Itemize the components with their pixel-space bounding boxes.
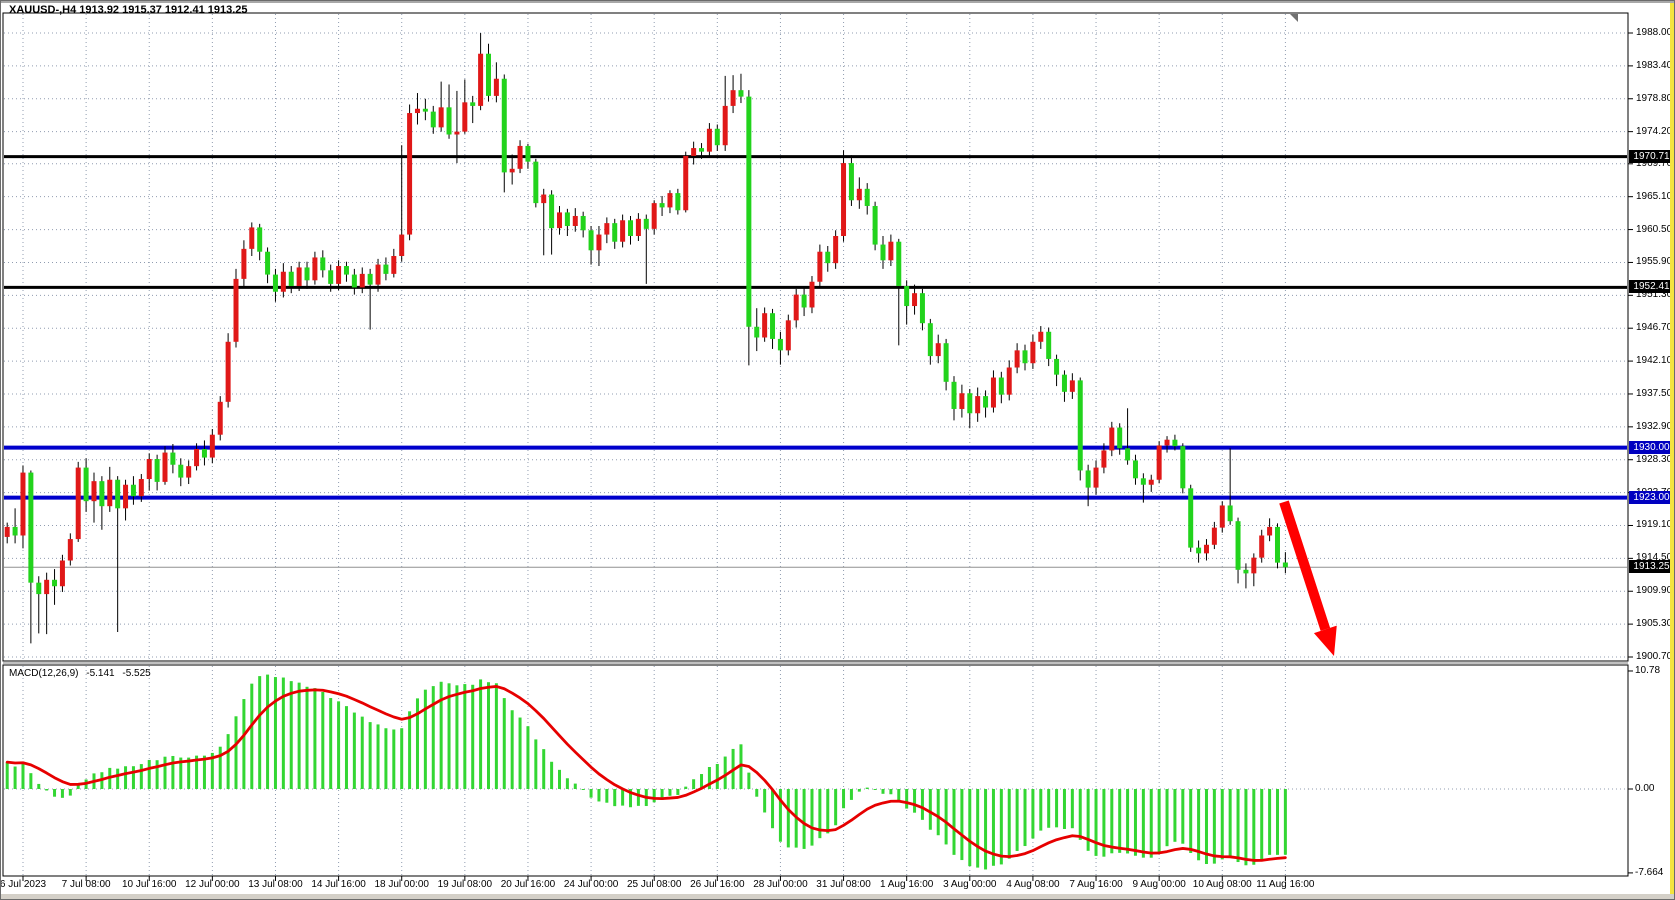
macd-signal-line bbox=[5, 685, 1287, 862]
window-edge-stripe bbox=[1670, 3, 1674, 894]
trend-arrow-annotation[interactable] bbox=[1279, 500, 1331, 631]
grid-lines bbox=[4, 14, 1627, 875]
trend-arrow-head[interactable] bbox=[1313, 625, 1337, 656]
macd-pane-border bbox=[2, 664, 1629, 877]
macd-value-signal: -5.525 bbox=[122, 668, 151, 679]
candlestick-series bbox=[4, 33, 1288, 644]
macd-label: MACD(12,26,9) bbox=[9, 668, 79, 679]
axis-tick-marks bbox=[22, 32, 1633, 881]
chart-shift-marker-icon[interactable] bbox=[1290, 14, 1298, 22]
macd-histogram bbox=[5, 674, 1287, 870]
window-top-edge bbox=[1, 1, 1674, 3]
macd-value-main: -5.141 bbox=[86, 668, 115, 679]
macd-indicator-label: MACD(12,26,9) -5.141 -5.525 bbox=[9, 668, 156, 679]
window-bottom-strip bbox=[1, 894, 1674, 899]
main-pane-border bbox=[2, 12, 1629, 662]
pane-separator[interactable] bbox=[3, 662, 1628, 664]
